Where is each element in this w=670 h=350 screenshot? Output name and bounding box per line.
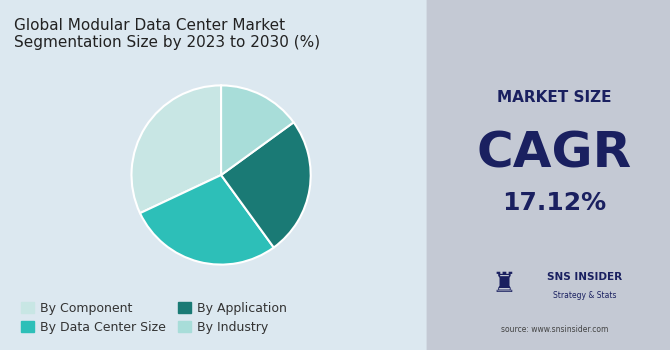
Text: ♜: ♜: [491, 270, 516, 298]
Text: Strategy & Stats: Strategy & Stats: [553, 291, 616, 300]
Wedge shape: [221, 122, 311, 247]
Text: SNS INSIDER: SNS INSIDER: [547, 272, 622, 281]
Wedge shape: [140, 175, 274, 265]
Text: CAGR: CAGR: [477, 130, 632, 178]
Wedge shape: [131, 85, 221, 213]
FancyBboxPatch shape: [427, 0, 670, 350]
Text: 17.12%: 17.12%: [502, 191, 606, 215]
Legend: By Component, By Data Center Size, By Application, By Industry: By Component, By Data Center Size, By Ap…: [15, 295, 293, 340]
Text: MARKET SIZE: MARKET SIZE: [497, 91, 612, 105]
Text: source: www.snsinsider.com: source: www.snsinsider.com: [500, 324, 608, 334]
Wedge shape: [221, 85, 293, 175]
Text: Global Modular Data Center Market
Segmentation Size by 2023 to 2030 (%): Global Modular Data Center Market Segmen…: [13, 18, 320, 50]
